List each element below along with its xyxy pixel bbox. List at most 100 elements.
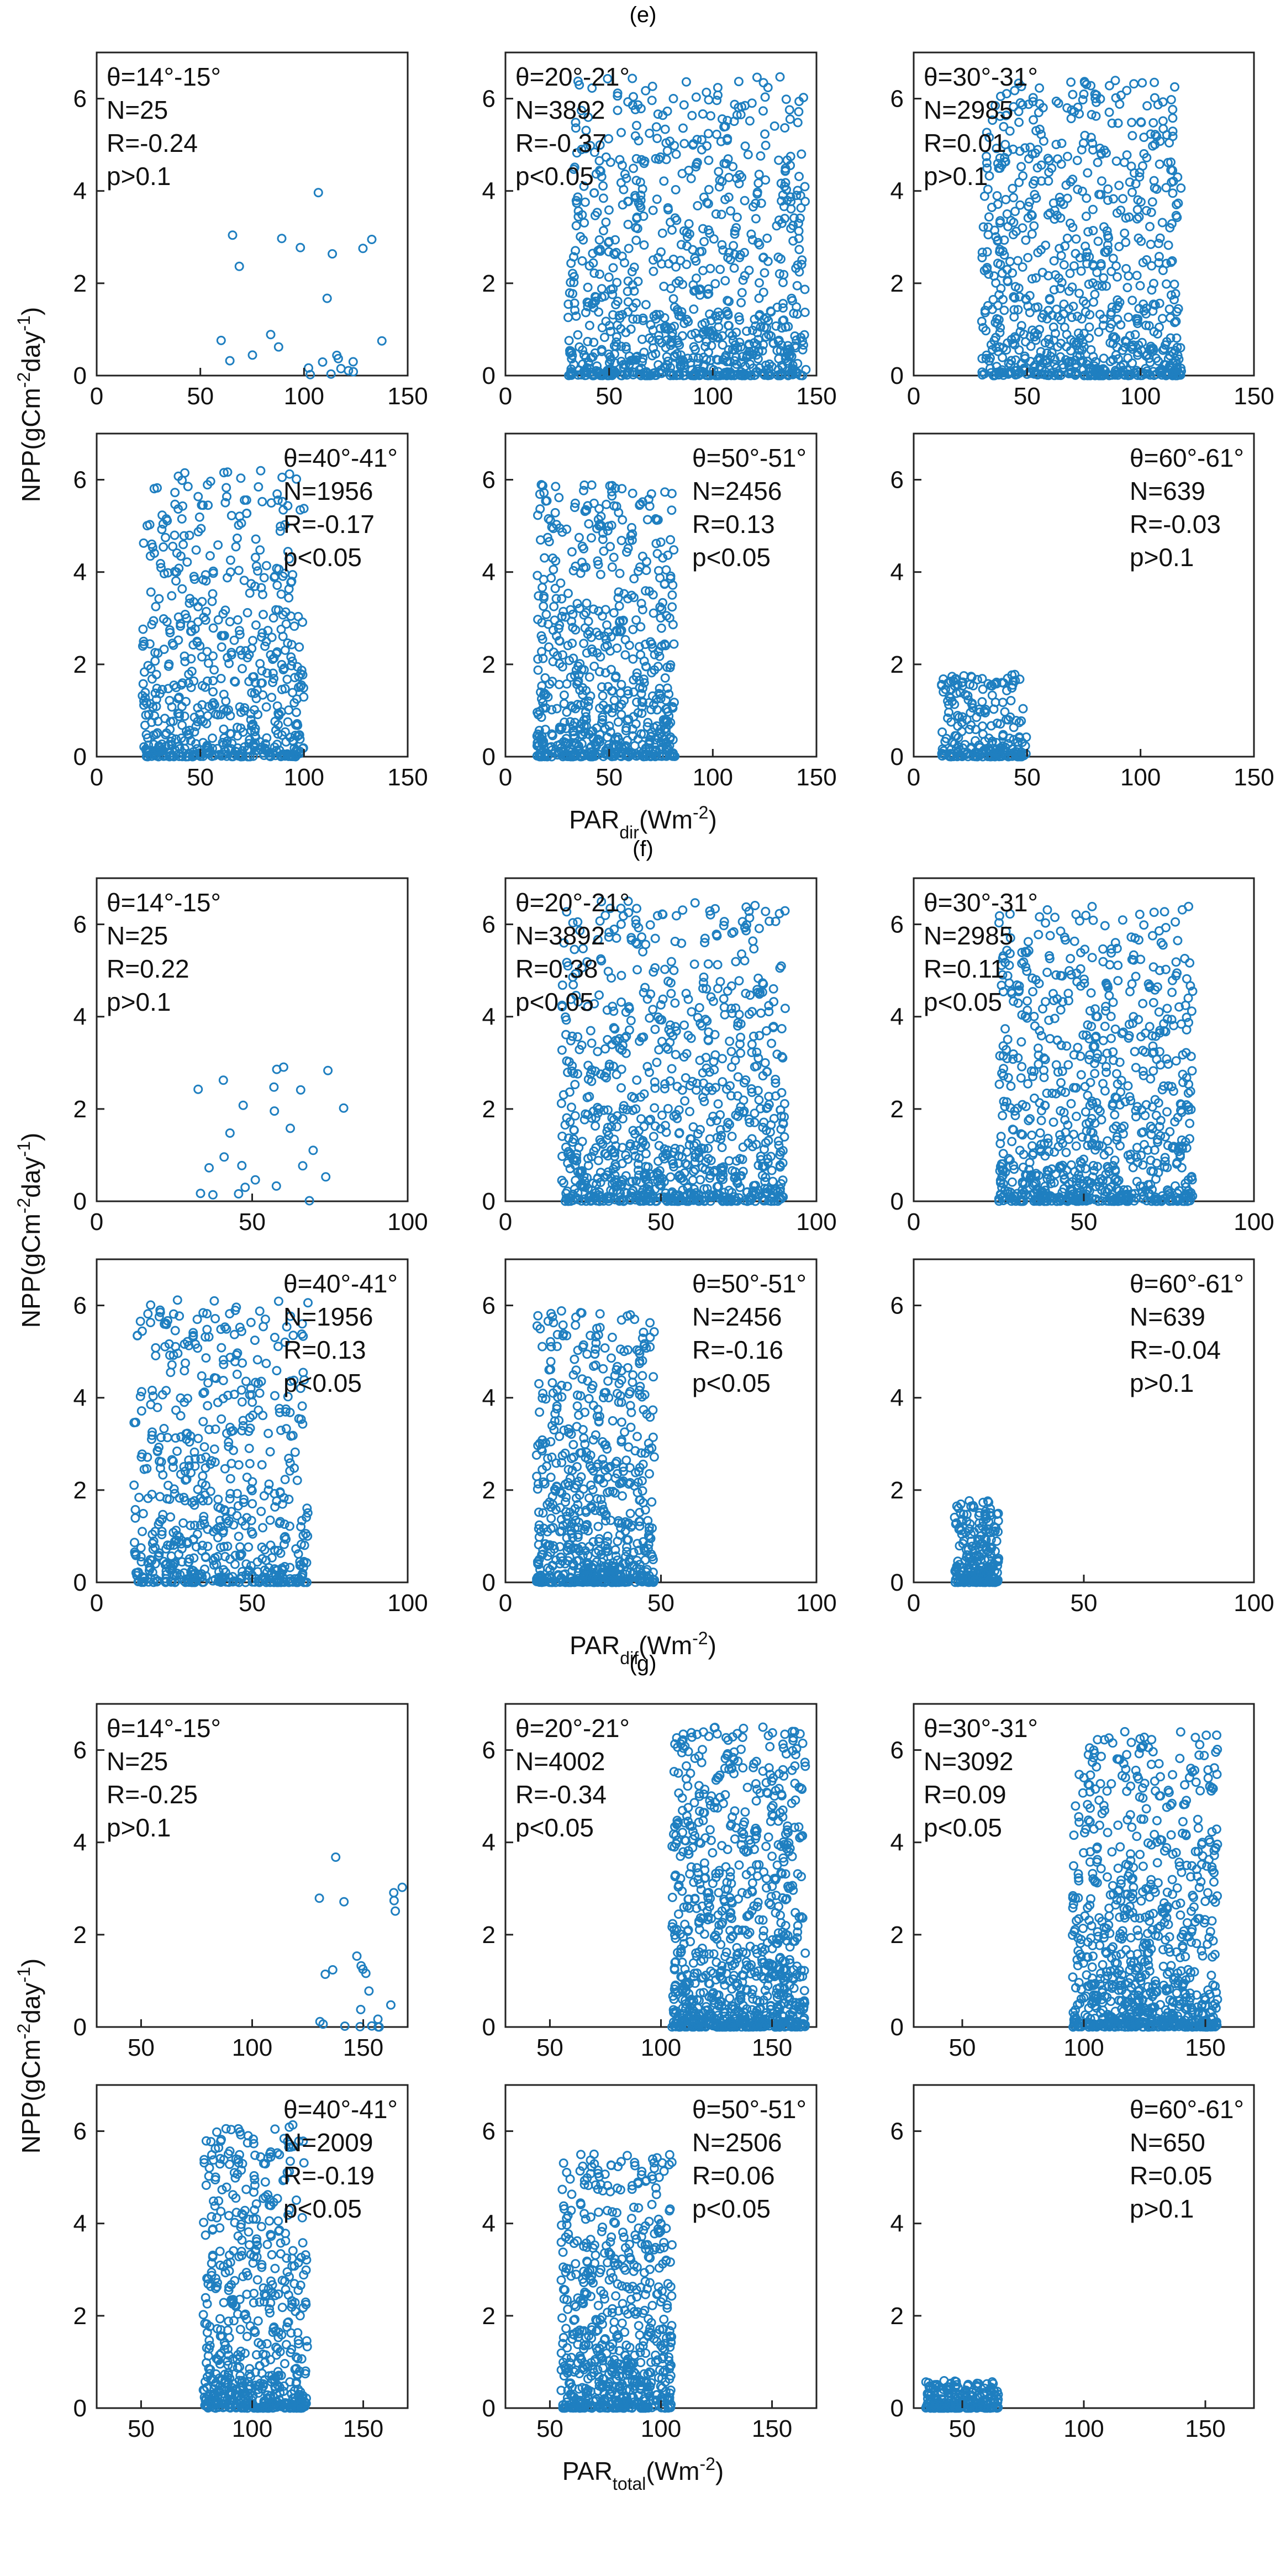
scatter-point xyxy=(599,332,609,342)
scatter-point xyxy=(772,346,782,356)
y-tick-label: 4 xyxy=(890,559,904,586)
scatter-point xyxy=(713,333,723,343)
scatter-point xyxy=(778,303,788,313)
scatter-point xyxy=(332,350,342,360)
scatter-point xyxy=(631,120,641,130)
scatter-point xyxy=(674,340,684,350)
scatter-point xyxy=(647,81,657,91)
x-tick-label: 50 xyxy=(187,383,214,410)
x-tick-label: 0 xyxy=(499,764,512,791)
x-tick-label: 100 xyxy=(693,764,733,791)
scatter-point xyxy=(740,361,750,371)
annotation-line: R=0.22 xyxy=(107,954,189,983)
scatter-point xyxy=(566,277,576,287)
scatter-point xyxy=(612,247,621,257)
scatter-point xyxy=(704,184,714,194)
scatter-point xyxy=(736,342,746,352)
scatter-point xyxy=(771,321,781,331)
scatter-point xyxy=(758,106,768,116)
y-tick-label: 0 xyxy=(482,1188,496,1215)
scatter-point xyxy=(775,72,785,82)
scatter-point xyxy=(616,128,626,138)
scatter-point xyxy=(613,105,623,115)
y-tick-label: 0 xyxy=(73,362,87,389)
scatter-point xyxy=(225,356,235,366)
scatter-point xyxy=(710,279,720,289)
scatter-point xyxy=(592,361,602,371)
scatter-point xyxy=(731,352,741,362)
scatter-point xyxy=(628,73,637,83)
scatter-point xyxy=(668,294,678,304)
scatter-point xyxy=(794,245,804,255)
scatter-point xyxy=(793,118,803,128)
scatter-point xyxy=(616,178,626,188)
scatter-point xyxy=(610,349,619,359)
scatter-point xyxy=(605,326,615,336)
scatter-point xyxy=(668,94,678,103)
scatter-point xyxy=(730,229,740,239)
scatter-point xyxy=(613,88,623,98)
scatter-point xyxy=(681,77,691,87)
scatter-point xyxy=(713,90,723,100)
y-tick-label: 4 xyxy=(482,1004,496,1031)
annotation-line: R=-0.24 xyxy=(107,129,198,157)
y-tick-label: 6 xyxy=(482,86,496,113)
scatter-point xyxy=(776,254,786,264)
scatter-point xyxy=(715,265,725,275)
y-tick-label: 6 xyxy=(890,86,904,113)
scatter-point xyxy=(624,244,634,254)
scatter-point xyxy=(704,225,713,235)
scatter-point xyxy=(751,214,761,224)
annotation-line: R=0.01 xyxy=(924,129,1006,157)
scatter-point xyxy=(690,254,700,263)
scatter-point xyxy=(326,369,336,379)
scatter-point xyxy=(277,234,287,244)
scatter-point xyxy=(633,314,642,324)
scatter-point xyxy=(563,299,573,309)
scatter-point xyxy=(800,197,810,207)
scatter-point xyxy=(659,282,669,291)
x-tick-label: 100 xyxy=(284,764,324,791)
annotation-line: θ=30°-31° xyxy=(924,62,1038,91)
scatter-point xyxy=(273,342,283,352)
scatter-point xyxy=(788,220,798,230)
scatter-point xyxy=(674,310,684,320)
plot-frame xyxy=(96,51,409,377)
scatter-point xyxy=(652,194,662,204)
scatter-point xyxy=(717,177,727,187)
y-axis-label: NPP(gCm-2day-1) xyxy=(14,307,45,502)
scatter-point xyxy=(683,316,693,326)
scatter-point xyxy=(679,226,689,236)
scatter-point xyxy=(788,236,798,246)
scatter-point xyxy=(711,209,721,219)
x-tick-label: 150 xyxy=(1234,383,1274,410)
scatter-point xyxy=(631,176,641,186)
scatter-point xyxy=(713,315,723,325)
scatter-point xyxy=(734,77,744,87)
scatter-point xyxy=(780,123,790,133)
annotation-line: θ=60°-61° xyxy=(1130,444,1244,472)
scatter-point xyxy=(603,74,613,83)
scatter-point xyxy=(677,331,687,341)
scatter-point xyxy=(600,291,609,301)
y-tick-label: 0 xyxy=(890,362,904,389)
annotation-line: θ=14°-15° xyxy=(107,888,221,917)
x-tick-label: 50 xyxy=(1014,383,1041,410)
scatter-point xyxy=(704,289,714,299)
scatter-point xyxy=(671,149,681,159)
scatter-point xyxy=(247,350,257,360)
scatter-point xyxy=(358,244,368,254)
scatter-point xyxy=(651,154,661,163)
x-tick-label: 50 xyxy=(187,764,214,791)
scatter-point xyxy=(705,309,715,319)
x-tick-label: 100 xyxy=(796,1208,836,1236)
scatter-point xyxy=(694,334,704,344)
scatter-point xyxy=(744,339,754,349)
scatter-point xyxy=(781,178,790,188)
annotation-line: N=639 xyxy=(1130,477,1205,505)
x-tick-label: 150 xyxy=(796,764,836,791)
scatter-point xyxy=(737,352,747,362)
scatter-point xyxy=(588,371,598,381)
scatter-point xyxy=(604,272,614,282)
